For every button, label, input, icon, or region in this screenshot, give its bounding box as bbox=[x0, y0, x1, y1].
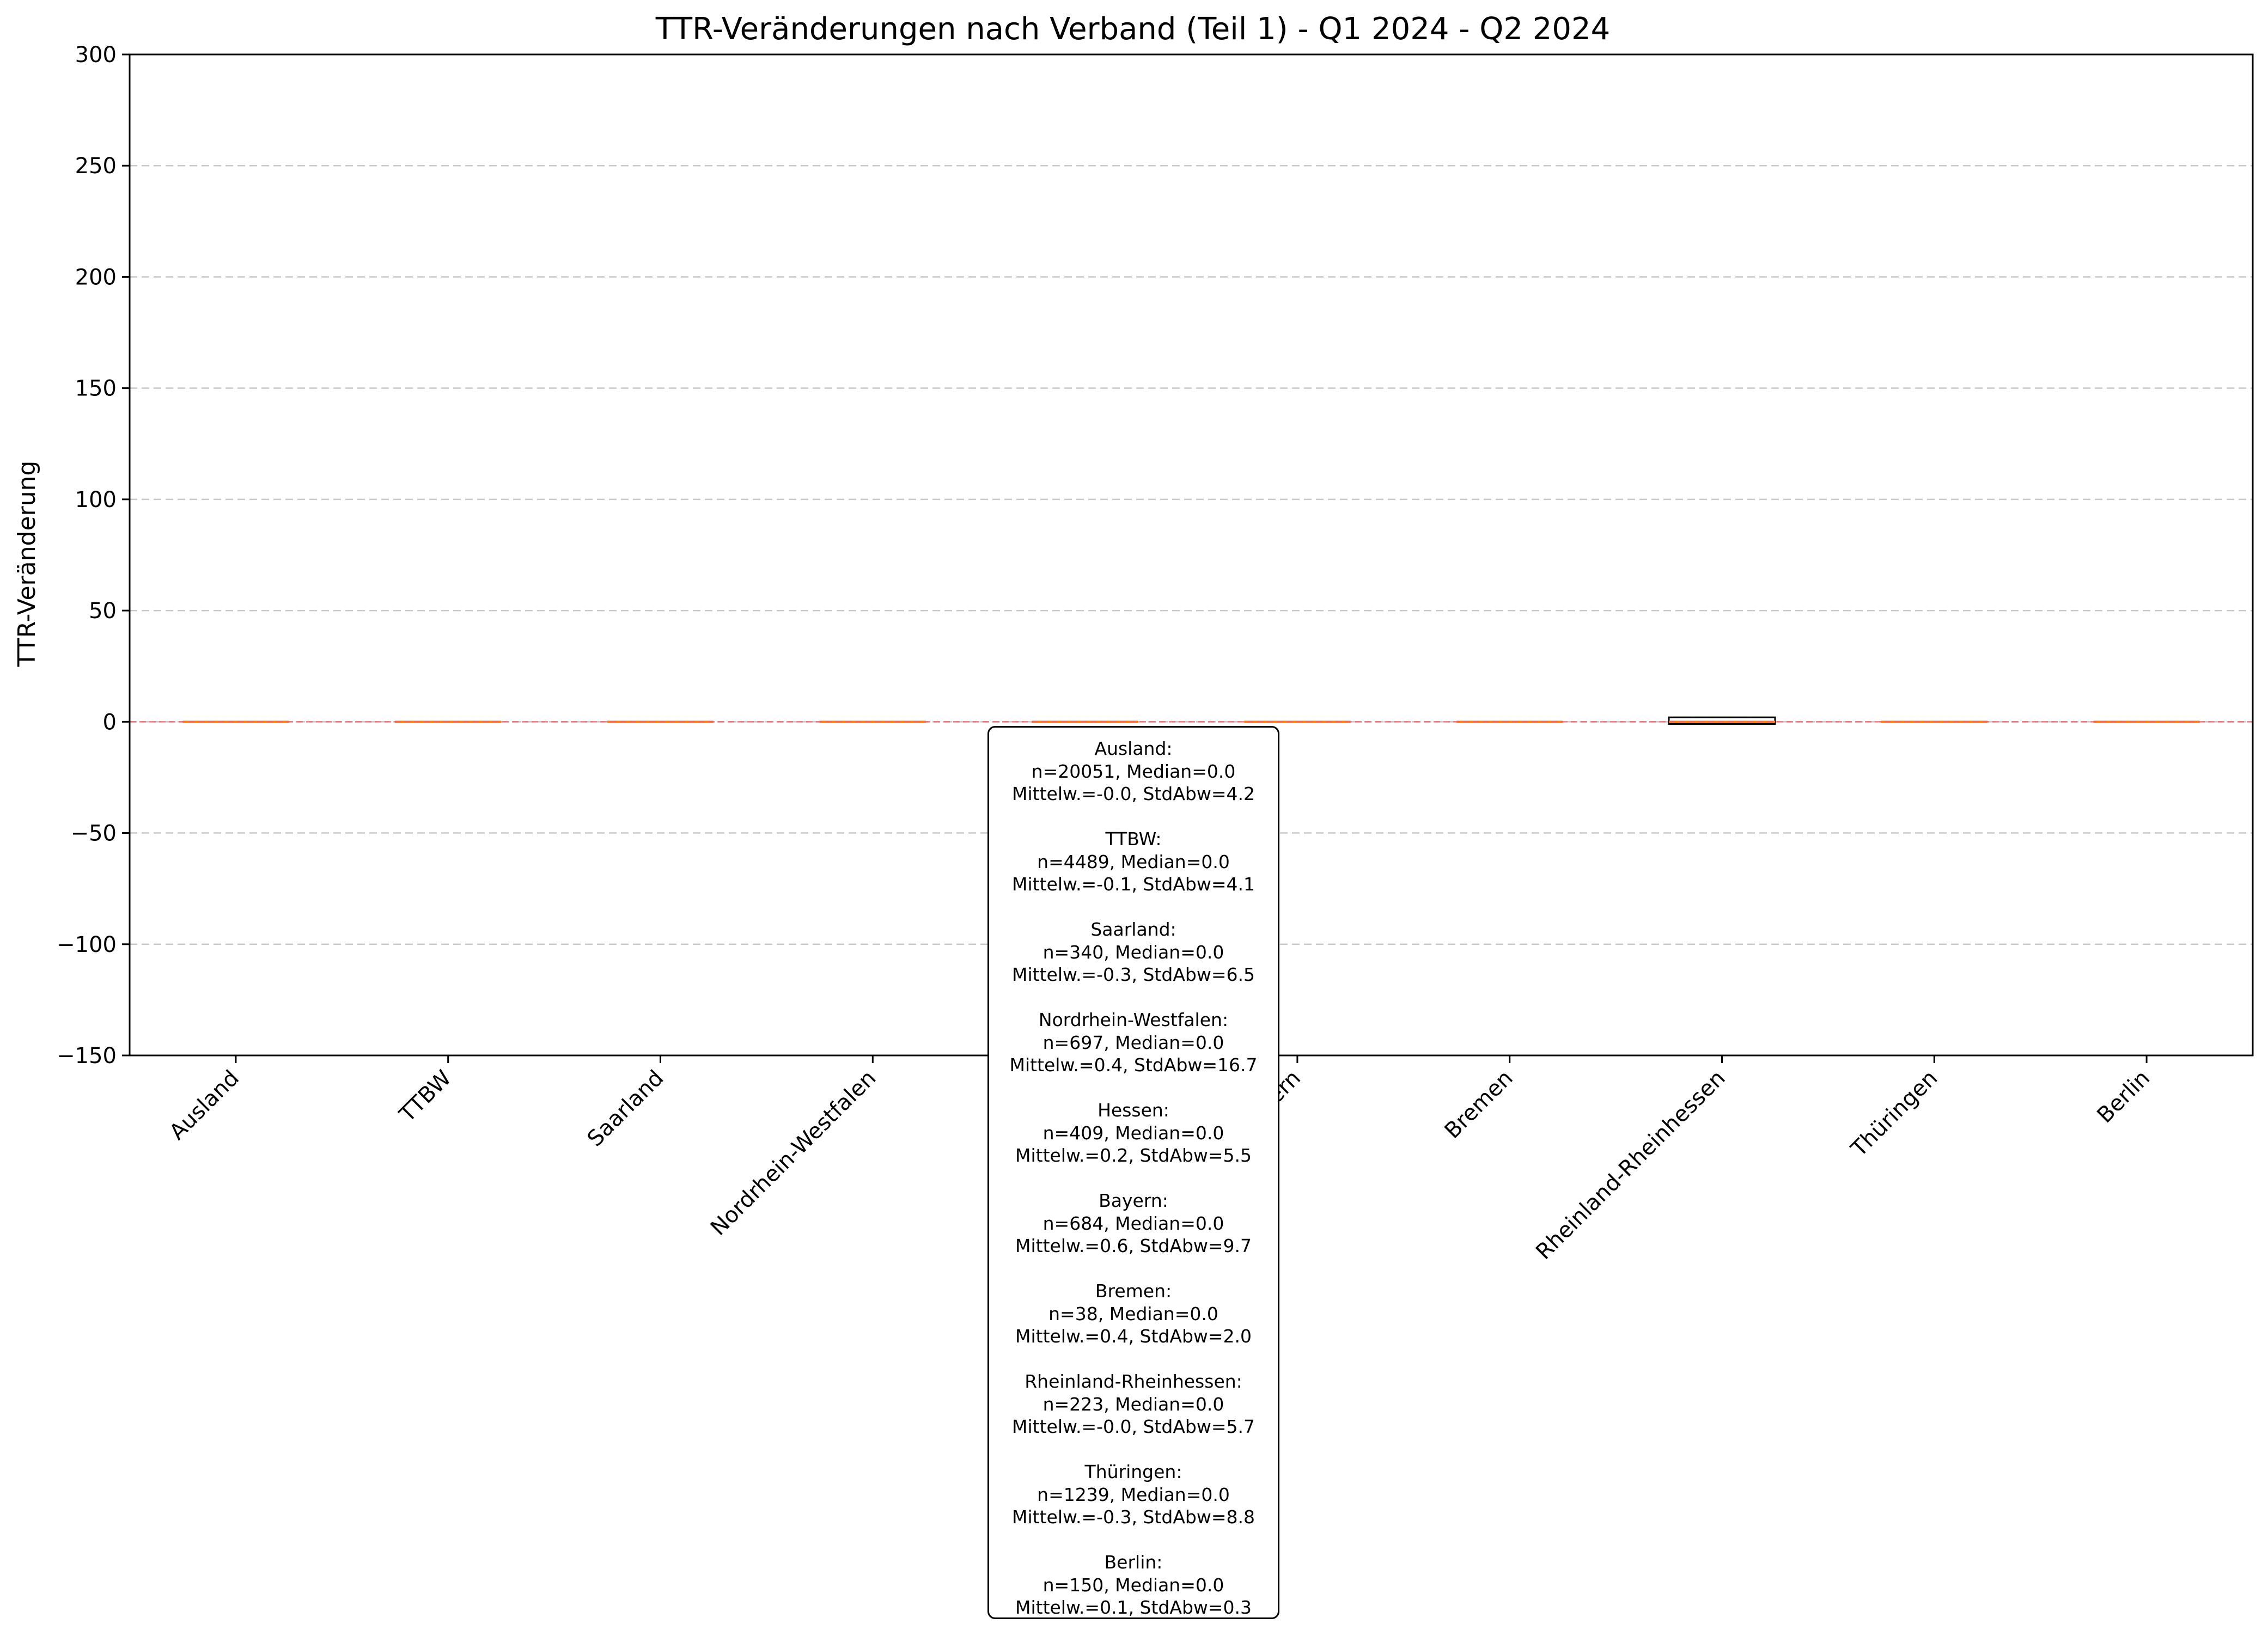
x-tick-label: Saarland bbox=[583, 1066, 669, 1152]
x-tick-label: Berlin bbox=[2093, 1066, 2155, 1128]
statistics-annotation-box: Ausland: n=20051, Median=0.0 Mittelw.=-0.0… bbox=[987, 726, 1279, 1619]
stats-entry-counts: n=684, Median=0.0 bbox=[1042, 1212, 1224, 1234]
stats-entry: Saarland: n=340, Median=0.0 Mittelw.=-0.3,… bbox=[992, 918, 1275, 986]
x-tick-label: Nordrhein-Westfalen bbox=[706, 1066, 881, 1241]
stats-entry-header: TTBW: bbox=[1105, 828, 1162, 850]
stats-entry-moments: Mittelw.=0.1, StdAbw=0.3 bbox=[1015, 1597, 1252, 1618]
y-tick-label: −50 bbox=[71, 821, 117, 846]
y-tick-label: 250 bbox=[75, 154, 117, 179]
y-axis-label: TTR-Veränderung bbox=[13, 461, 41, 668]
stats-entry-counts: n=150, Median=0.0 bbox=[1042, 1574, 1224, 1596]
x-tick-label: Bremen bbox=[1440, 1066, 1518, 1144]
stats-entry-header: Saarland: bbox=[1090, 919, 1176, 940]
y-tick-label: 200 bbox=[75, 265, 117, 290]
stats-entry-counts: n=4489, Median=0.0 bbox=[1037, 851, 1230, 872]
plot-area bbox=[130, 716, 2253, 725]
stats-entry-header: Nordrhein-Westfalen: bbox=[1038, 1009, 1229, 1030]
y-tick-label: 150 bbox=[75, 376, 117, 401]
stats-entry-counts: n=223, Median=0.0 bbox=[1042, 1393, 1224, 1415]
box-7 bbox=[1668, 716, 1776, 725]
x-tick-label: Ausland bbox=[164, 1066, 244, 1145]
stats-entry: Bremen: n=38, Median=0.0 Mittelw.=0.4, Std… bbox=[992, 1280, 1275, 1348]
stats-entry: Rheinland-Rheinhessen: n=223, Median=0.0 M… bbox=[992, 1370, 1275, 1438]
stats-entry-counts: n=1239, Median=0.0 bbox=[1037, 1484, 1230, 1505]
stats-entry-moments: Mittelw.=0.2, StdAbw=5.5 bbox=[1015, 1145, 1252, 1166]
y-tick-label: 100 bbox=[75, 487, 117, 512]
stats-entry: Nordrhein-Westfalen: n=697, Median=0.0 Mit… bbox=[992, 1009, 1275, 1077]
stats-entry: Thüringen: n=1239, Median=0.0 Mittelw.=-0.… bbox=[992, 1461, 1275, 1529]
x-tick-label: Thüringen bbox=[1846, 1066, 1942, 1162]
stats-entry-moments: Mittelw.=0.6, StdAbw=9.7 bbox=[1015, 1235, 1252, 1256]
stats-entry: Ausland: n=20051, Median=0.0 Mittelw.=-0.0… bbox=[992, 737, 1275, 805]
stats-entry-counts: n=697, Median=0.0 bbox=[1042, 1031, 1224, 1053]
stats-entry-counts: n=409, Median=0.0 bbox=[1042, 1122, 1224, 1144]
stats-entry-header: Hessen: bbox=[1098, 1100, 1169, 1121]
stats-entry: Bayern: n=684, Median=0.0 Mittelw.=0.6, St… bbox=[992, 1189, 1275, 1257]
stats-entry: TTBW: n=4489, Median=0.0 Mittelw.=-0.1, St… bbox=[992, 828, 1275, 896]
stats-entry-moments: Mittelw.=-0.3, StdAbw=6.5 bbox=[1012, 964, 1255, 985]
stats-entry: Berlin: n=150, Median=0.0 Mittelw.=0.1, St… bbox=[992, 1551, 1275, 1618]
y-tick-label: 0 bbox=[103, 710, 117, 735]
x-tick-label: Rheinland-Rheinhessen bbox=[1531, 1066, 1730, 1265]
chart-title: TTR-Veränderungen nach Verband (Teil 1) … bbox=[655, 11, 1611, 47]
stats-entry-header: Bayern: bbox=[1099, 1190, 1168, 1211]
x-tick-label: TTBW bbox=[394, 1066, 456, 1128]
y-tick-label: −150 bbox=[57, 1043, 117, 1069]
stats-entry-moments: Mittelw.=0.4, StdAbw=2.0 bbox=[1015, 1326, 1252, 1347]
stats-entry-header: Ausland: bbox=[1094, 738, 1173, 759]
stats-entry-moments: Mittelw.=0.4, StdAbw=16.7 bbox=[1009, 1054, 1258, 1076]
stats-entry-header: Rheinland-Rheinhessen: bbox=[1025, 1371, 1242, 1392]
y-tick-label: 50 bbox=[89, 599, 117, 624]
stats-entry-header: Berlin: bbox=[1104, 1552, 1163, 1573]
stats-entry-moments: Mittelw.=-0.3, StdAbw=8.8 bbox=[1012, 1506, 1255, 1528]
stats-entry-counts: n=340, Median=0.0 bbox=[1042, 941, 1224, 963]
stats-entry: Hessen: n=409, Median=0.0 Mittelw.=0.2, St… bbox=[992, 1099, 1275, 1167]
stats-entry-counts: n=20051, Median=0.0 bbox=[1031, 760, 1236, 782]
stats-entry-moments: Mittelw.=-0.0, StdAbw=5.7 bbox=[1012, 1416, 1255, 1437]
stats-entry-counts: n=38, Median=0.0 bbox=[1048, 1303, 1218, 1324]
stats-entry-header: Thüringen: bbox=[1084, 1461, 1182, 1482]
stats-entry-header: Bremen: bbox=[1095, 1280, 1172, 1302]
stats-entry-moments: Mittelw.=-0.0, StdAbw=4.2 bbox=[1012, 783, 1255, 804]
y-tick-label: 300 bbox=[75, 42, 117, 68]
stats-entry-moments: Mittelw.=-0.1, StdAbw=4.1 bbox=[1012, 874, 1255, 895]
y-tick-label: −100 bbox=[57, 932, 117, 957]
